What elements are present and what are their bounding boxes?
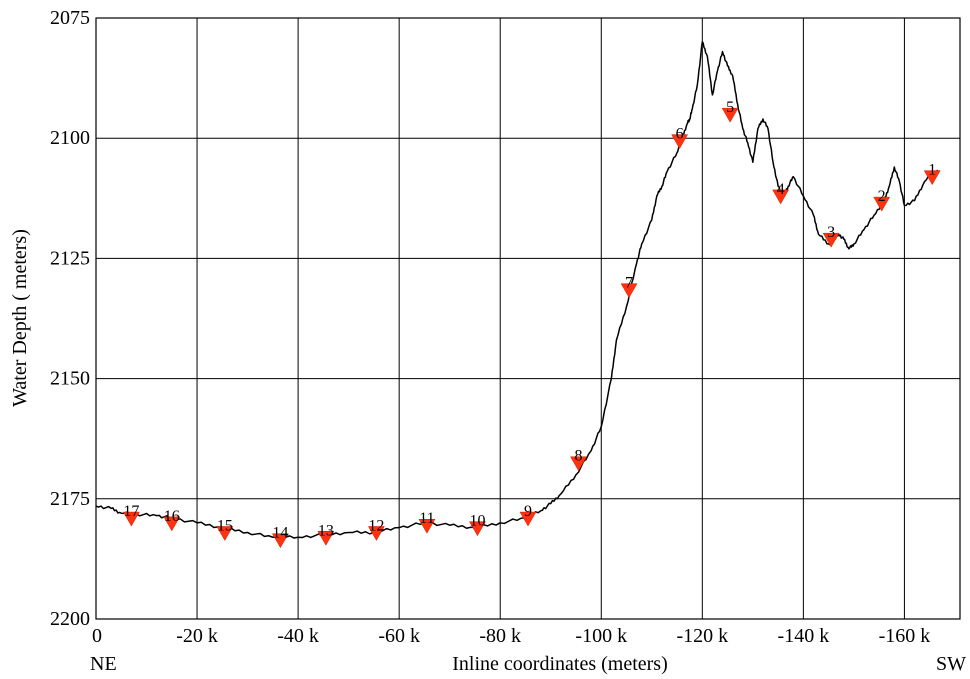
station-marker-label: 15 <box>217 517 233 534</box>
station-marker-triangle <box>317 531 335 546</box>
y-tick-label: 2200 <box>50 608 90 630</box>
station-marker-triangle <box>671 134 689 150</box>
station-marker-label: 10 <box>469 513 485 530</box>
x-axis-title: Inline coordinates (meters) <box>452 653 667 675</box>
station-marker: 6 <box>671 126 689 150</box>
ne-direction-label: NE <box>90 653 117 675</box>
station-marker-label: 6 <box>676 126 684 143</box>
y-axis-tick-labels: 2075 2100 2125 2150 2175 2200 <box>50 7 90 630</box>
station-marker-triangle <box>772 189 790 205</box>
station-marker-triangle <box>923 170 941 186</box>
station-marker: 14 <box>271 525 289 549</box>
station-marker: 11 <box>418 510 436 534</box>
station-marker-triangle <box>367 526 385 541</box>
station-marker-label: 17 <box>123 503 139 520</box>
station-marker: 15 <box>216 517 234 541</box>
station-marker-triangle <box>122 511 140 527</box>
station-marker-label: 16 <box>164 508 180 525</box>
grid <box>95 17 960 620</box>
station-marker-label: 7 <box>625 275 633 292</box>
x-tick-label: -40 k <box>277 625 319 647</box>
station-marker-triangle <box>873 196 891 212</box>
station-marker: 4 <box>772 181 790 205</box>
station-marker-triangle <box>216 526 234 541</box>
x-axis-tick-labels: 0 -20 k -40 k -60 k -80 k -100 k -120 k -140 k -… <box>92 625 930 647</box>
station-marker-label: 13 <box>318 522 334 539</box>
station-marker-label: 4 <box>777 181 785 198</box>
y-tick-label: 2075 <box>50 7 90 29</box>
station-marker-label: 3 <box>827 224 835 241</box>
station-marker: 8 <box>570 448 587 472</box>
station-marker: 12 <box>367 517 385 541</box>
x-tick-label: -140 k <box>778 625 830 647</box>
station-marker-triangle <box>721 107 739 123</box>
station-marker-triangle <box>271 533 289 549</box>
station-marker-triangle <box>469 521 486 537</box>
series-layer <box>95 41 941 540</box>
station-marker-triangle <box>519 511 537 527</box>
station-marker-label: 12 <box>368 517 384 534</box>
station-marker-triangle <box>418 518 436 534</box>
water-depth-line <box>95 41 941 540</box>
plot-frame <box>95 17 961 620</box>
x-tick-label: -160 k <box>879 625 931 647</box>
y-tick-label: 2125 <box>50 247 90 269</box>
y-tick-label: 2175 <box>50 488 90 510</box>
station-marker: 16 <box>163 508 181 532</box>
sw-direction-label: SW <box>936 653 966 675</box>
x-tick-label: -120 k <box>676 625 728 647</box>
x-tick-label: -60 k <box>378 625 420 647</box>
y-tick-label: 2150 <box>50 368 90 390</box>
station-marker-label: 2 <box>878 188 886 205</box>
station-marker-triangle <box>822 232 840 248</box>
station-marker-label: 8 <box>575 448 583 465</box>
station-marker: 17 <box>122 503 140 527</box>
x-tick-label: -80 k <box>479 625 521 647</box>
x-tick-label: -20 k <box>176 625 218 647</box>
y-axis-title: Water Depth ( meters) <box>9 229 31 407</box>
x-tick-label: 0 <box>92 625 102 647</box>
station-marker: 7 <box>620 275 638 299</box>
station-marker: 1 <box>923 162 941 186</box>
station-marker: 10 <box>469 513 486 537</box>
station-marker-label: 11 <box>419 510 434 527</box>
station-marker: 2 <box>873 188 891 212</box>
station-marker-label: 5 <box>726 99 734 116</box>
x-tick-label: -100 k <box>575 625 627 647</box>
station-marker-triangle <box>570 456 587 472</box>
station-marker-label: 14 <box>272 525 288 542</box>
station-marker-triangle <box>620 283 638 299</box>
station-marker-label: 1 <box>928 162 936 179</box>
station-marker: 13 <box>317 522 335 546</box>
station-marker-triangle <box>163 516 181 532</box>
y-tick-label: 2100 <box>50 127 90 149</box>
station-marker: 3 <box>822 224 840 248</box>
station-marker-label: 9 <box>524 503 532 520</box>
station-marker: 9 <box>519 503 537 527</box>
station-marker: 5 <box>721 99 739 123</box>
